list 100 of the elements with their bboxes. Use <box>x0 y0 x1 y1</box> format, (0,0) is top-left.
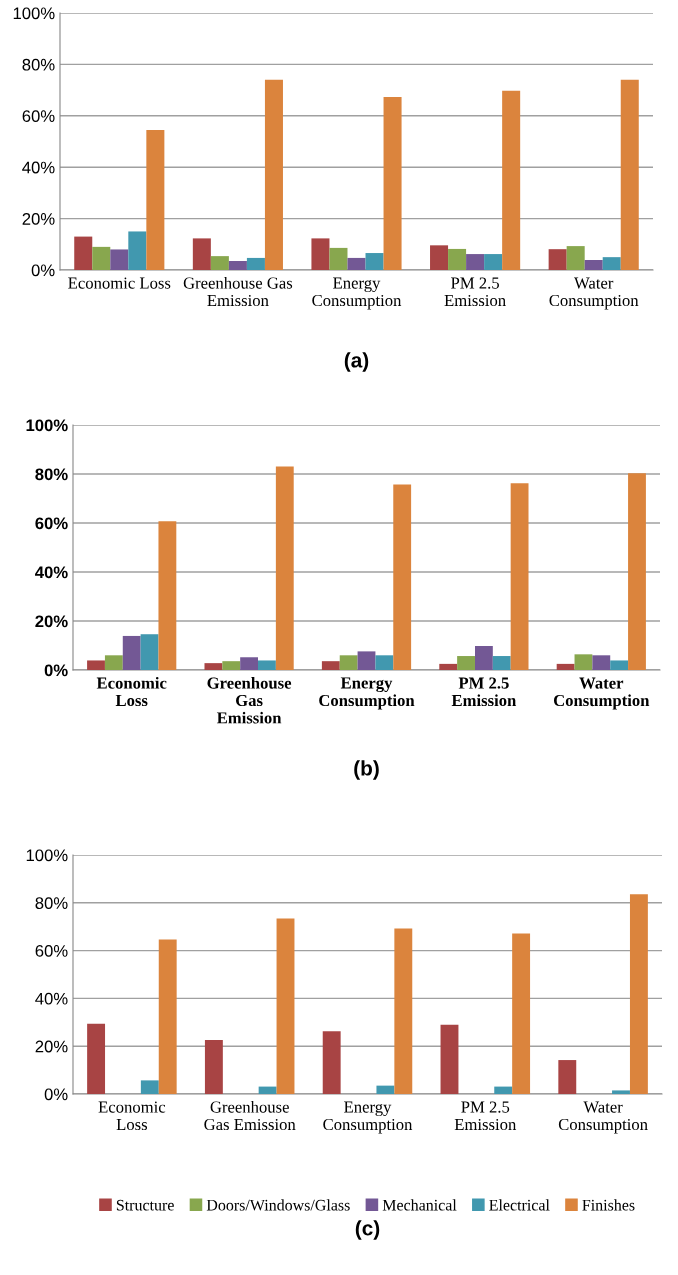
bar <box>629 894 648 1094</box>
bar <box>322 1031 341 1094</box>
bar <box>466 254 485 270</box>
bar <box>430 245 449 270</box>
legend-label: Structure <box>116 1199 174 1211</box>
legend-label: Doors/Windows/Glass <box>206 1199 350 1211</box>
x-tick-label: Economic Loss <box>98 1101 166 1131</box>
bar <box>347 257 366 270</box>
x-tick-label: Water Consumption <box>553 677 650 710</box>
y-tick-label: 0% <box>44 1088 68 1101</box>
y-tick-label: 100% <box>26 849 68 862</box>
bar <box>548 249 567 270</box>
bar <box>240 657 259 670</box>
bar <box>558 1060 577 1094</box>
bar <box>92 246 111 270</box>
bar <box>610 660 629 670</box>
y-tick-label: 20% <box>35 1040 68 1053</box>
x-tick-label: PM 2.5 Emission <box>451 677 517 707</box>
bar <box>110 249 129 270</box>
bar <box>492 656 511 670</box>
bar <box>394 928 413 1094</box>
bar <box>484 254 503 270</box>
x-tick-label: PM 2.5 Emission <box>444 277 506 307</box>
bar <box>246 257 265 270</box>
bar <box>457 656 475 670</box>
bar <box>510 483 529 670</box>
bar <box>222 661 241 670</box>
text: (b) <box>354 760 379 780</box>
y-tick-label: 80% <box>35 468 68 481</box>
bar <box>158 939 177 1094</box>
x-tick-label: PM 2.5 Emission <box>454 1101 517 1131</box>
bar <box>192 238 211 270</box>
legend-label: Finishes <box>582 1199 635 1211</box>
y-tick-label: 100% <box>26 419 68 432</box>
y-tick-label: 80% <box>35 897 68 909</box>
legend-label: Mechanical <box>382 1199 457 1211</box>
bar <box>140 634 159 670</box>
bar <box>228 261 247 270</box>
bar <box>210 256 229 270</box>
bar <box>393 484 412 670</box>
x-tick-label: Water Consumption <box>558 1101 648 1134</box>
bar <box>620 79 639 270</box>
bar <box>275 466 294 670</box>
bar <box>128 231 147 270</box>
x-tick-label: Greenhouse Gas Emission <box>207 676 292 724</box>
bar <box>439 663 458 670</box>
bar <box>146 129 165 270</box>
y-tick-label: 0% <box>44 664 68 677</box>
x-tick-label: Energy Consumption <box>323 1101 413 1134</box>
bar <box>556 663 575 670</box>
bar <box>258 1086 277 1094</box>
bar <box>628 473 646 670</box>
y-tick-label: 40% <box>22 161 55 174</box>
bar <box>365 253 384 270</box>
bar <box>357 651 376 670</box>
bar <box>329 247 348 270</box>
bar <box>276 918 295 1094</box>
bar <box>494 1086 513 1094</box>
bar <box>448 248 467 270</box>
bar <box>602 257 621 270</box>
x-tick-label: Energy Consumption <box>312 277 402 310</box>
y-tick-label: 20% <box>35 615 68 628</box>
y-tick-label: 40% <box>35 566 68 579</box>
bar <box>376 1085 395 1094</box>
bar <box>566 246 585 270</box>
bar <box>574 654 593 670</box>
bar <box>258 660 276 670</box>
legend-label: Electrical <box>489 1199 550 1211</box>
y-tick-label: 60% <box>35 517 68 530</box>
y-tick-label: 100% <box>13 7 55 20</box>
bar <box>612 1090 630 1094</box>
bar <box>502 90 521 270</box>
bar <box>104 655 123 670</box>
bar <box>592 655 611 670</box>
bar <box>512 933 531 1094</box>
bar <box>204 663 223 670</box>
x-tick-label: Water Consumption <box>549 277 639 310</box>
y-tick-label: 40% <box>35 992 68 1005</box>
bar <box>375 655 394 670</box>
text: (c) <box>355 1220 380 1240</box>
bar <box>122 635 141 670</box>
bar <box>440 1024 459 1094</box>
text: (a) <box>344 352 369 372</box>
bar <box>264 79 283 270</box>
bar <box>204 1039 223 1094</box>
y-tick-label: 80% <box>22 58 55 71</box>
bar <box>474 645 493 670</box>
bar <box>383 97 402 270</box>
y-tick-label: 60% <box>35 945 68 957</box>
x-tick-label: Energy Consumption <box>319 677 415 710</box>
x-tick-label: Economic Loss <box>68 277 171 289</box>
bar <box>158 521 177 670</box>
y-tick-label: 60% <box>22 110 55 122</box>
bar <box>87 660 105 670</box>
bar <box>87 1023 106 1094</box>
bar <box>584 259 603 270</box>
x-tick-label: Greenhouse Gas Emission <box>183 276 293 307</box>
y-tick-label: 0% <box>31 264 55 277</box>
x-tick-label: Economic Loss <box>96 676 167 707</box>
bar <box>339 655 358 670</box>
